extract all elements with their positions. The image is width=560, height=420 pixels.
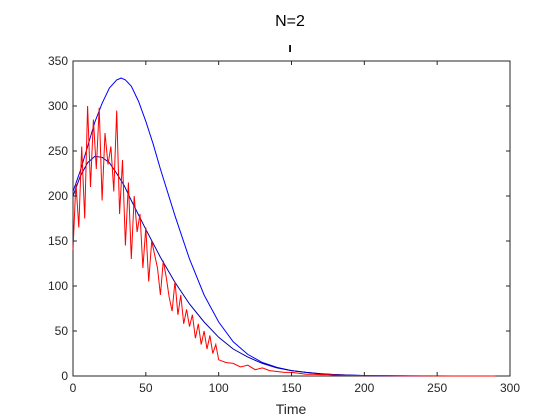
y-tick-label: 300	[48, 99, 68, 113]
x-axis: 0 50 100 150 200 250 300	[70, 61, 520, 395]
series-line-3	[72, 105, 496, 377]
y-tick-label: 100	[48, 279, 68, 293]
y-axis: 0 50 100 150 200 250 300 350	[48, 54, 510, 383]
plot-frame	[72, 60, 511, 377]
x-axis-label: Time	[276, 401, 307, 417]
series-layer	[72, 77, 496, 377]
chart-subtitle: ı	[288, 40, 292, 55]
y-tick-label: 0	[61, 369, 68, 383]
chart-title: N=2	[275, 13, 305, 30]
x-tick-label: 300	[500, 381, 520, 395]
x-tick-label: 200	[354, 381, 374, 395]
y-tick-label: 150	[48, 234, 68, 248]
x-tick-label: 150	[281, 381, 301, 395]
y-tick-label: 50	[55, 324, 69, 338]
y-tick-label: 350	[48, 54, 68, 68]
x-tick-label: 250	[427, 381, 447, 395]
x-tick-label: 100	[209, 381, 229, 395]
y-tick-label: 200	[48, 189, 68, 203]
x-tick-label: 0	[70, 381, 77, 395]
x-tick-label: 50	[139, 381, 153, 395]
y-tick-label: 250	[48, 144, 68, 158]
plot-area	[72, 60, 511, 377]
series-line-2	[72, 155, 394, 377]
